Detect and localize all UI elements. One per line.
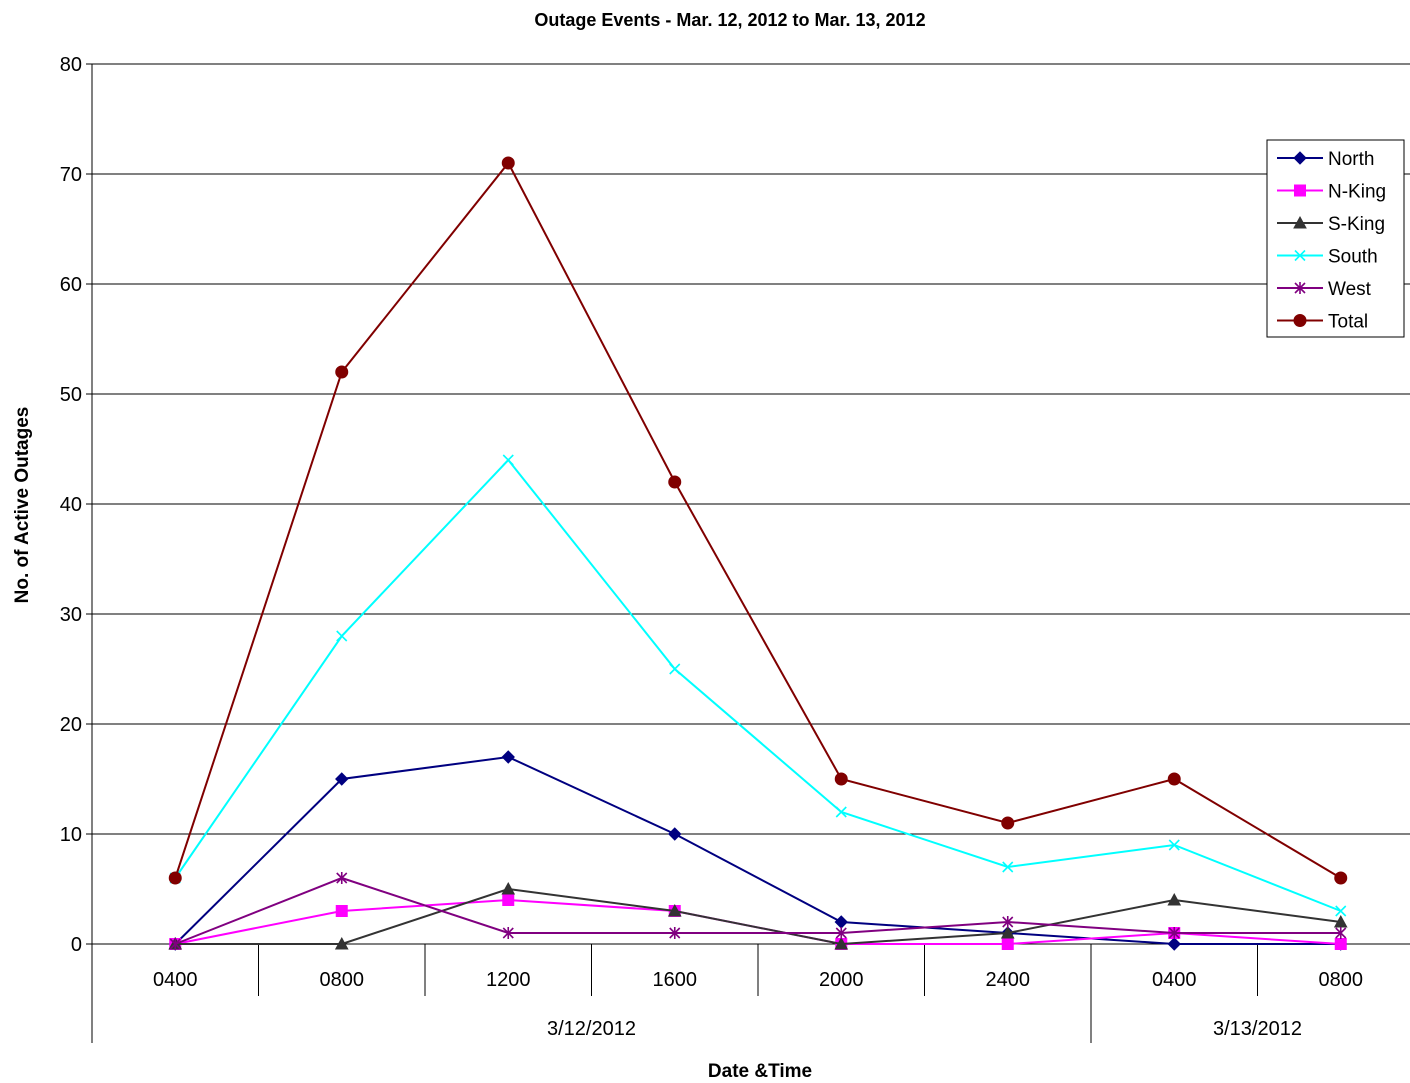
series-line-west (174, 876, 1341, 945)
legend-label-north: North (1328, 149, 1374, 170)
data-point-n-king (335, 905, 348, 917)
data-point-west (336, 872, 348, 884)
series-west (169, 872, 1347, 950)
data-point-west (1168, 927, 1180, 939)
x-tick-label: 0800 (320, 969, 365, 991)
legend-marker-n-king (1294, 184, 1306, 197)
series-line-north (174, 755, 1341, 945)
series-group (168, 156, 1348, 951)
data-point-total (168, 871, 182, 885)
data-point-total (834, 772, 848, 786)
data-point-total (501, 156, 515, 170)
data-point-south (835, 806, 847, 818)
series-line-s-king (175, 887, 1341, 946)
legend-label-south: South (1328, 247, 1378, 268)
legend-item-north: North (1277, 149, 1374, 170)
legend-marker-south (1294, 249, 1306, 262)
data-point-south (1168, 839, 1180, 851)
data-point-s-king (501, 881, 516, 895)
data-point-s-king (834, 936, 849, 950)
gridlines (92, 63, 1410, 835)
data-point-south (669, 663, 681, 675)
data-point-south (1335, 905, 1347, 917)
x-axis-title: Date &Time (708, 1061, 812, 1082)
legend-item-total: Total (1277, 312, 1368, 333)
data-point-west (1335, 927, 1347, 939)
series-line-total (174, 161, 1342, 879)
data-point-total (668, 475, 682, 489)
legend-label-n-king: N-King (1328, 182, 1386, 203)
legend-item-n-king: N-King (1277, 182, 1386, 203)
x-tick-label: 0800 (1319, 969, 1364, 991)
legend-marker-west (1294, 282, 1306, 294)
legend-label-s-king: S-King (1328, 214, 1385, 235)
data-point-total (335, 365, 349, 379)
data-point-s-king (334, 936, 349, 950)
legend-marker-s-king (1293, 215, 1307, 229)
data-point-north (501, 750, 515, 764)
data-point-south (1002, 861, 1014, 873)
data-point-n-king (1334, 938, 1347, 950)
legend-item-west: West (1277, 279, 1372, 300)
legend-item-s-king: S-King (1277, 214, 1385, 235)
legend-label-total: Total (1328, 312, 1368, 333)
y-tick-label: 30 (60, 604, 82, 626)
y-tick-label: 80 (60, 54, 82, 76)
data-point-west (1002, 916, 1014, 928)
legend-marker-total (1293, 314, 1307, 327)
data-point-total (1334, 871, 1348, 885)
legend-marker-north (1293, 151, 1307, 165)
data-point-north (1167, 937, 1181, 951)
x-tick-label: 1600 (653, 969, 698, 991)
series-total (168, 156, 1348, 885)
axes: 0 10 20 30 40 50 60 70 80 0400 0800 1200 1600 2000 240… (60, 54, 1410, 1043)
x-tick-label: 2000 (819, 969, 864, 991)
data-point-s-king (1000, 925, 1015, 939)
y-tick-label: 40 (60, 494, 82, 516)
chart-title: Outage Events - Mar. 12, 2012 to Mar. 13… (534, 10, 925, 30)
data-point-total (1167, 772, 1181, 786)
legend: North N-King S-King South West Total (1266, 139, 1405, 338)
data-point-south (336, 630, 348, 642)
date-group-label: 3/13/2012 (1213, 1018, 1302, 1040)
data-point-west (835, 927, 847, 939)
y-tick-label: 20 (60, 714, 82, 736)
x-tick-label: 0400 (1152, 969, 1197, 991)
data-point-west (669, 927, 681, 939)
x-tick-label: 0400 (153, 969, 198, 991)
date-group-label: 3/12/2012 (547, 1018, 636, 1040)
y-tick-label: 70 (60, 164, 82, 186)
y-tick-label: 50 (60, 384, 82, 406)
legend-label-west: West (1328, 279, 1372, 300)
series-line-south (174, 458, 1342, 912)
data-point-west (502, 927, 514, 939)
legend-box (1266, 139, 1405, 338)
data-point-n-king (502, 894, 515, 906)
data-point-total (1001, 816, 1015, 830)
data-point-north (335, 772, 349, 786)
data-point-s-king (667, 903, 682, 917)
data-point-s-king (1167, 892, 1182, 906)
x-tick-label: 2400 (986, 969, 1031, 991)
data-point-north (668, 827, 682, 841)
data-point-south (502, 454, 514, 466)
y-tick-label: 10 (60, 824, 82, 846)
y-axis-title: No. of Active Outages (12, 407, 33, 604)
y-tick-label: 60 (60, 274, 82, 296)
series-south (169, 454, 1347, 917)
data-point-west (169, 938, 181, 950)
x-tick-label: 1200 (486, 969, 531, 991)
y-tick-label: 0 (71, 934, 82, 956)
legend-item-south: South (1277, 247, 1378, 268)
data-point-n-king (1001, 938, 1014, 950)
